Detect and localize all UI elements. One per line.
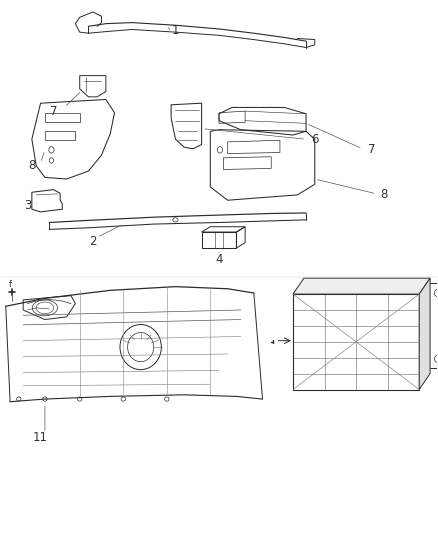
Text: 1: 1 xyxy=(172,24,179,37)
Text: 7: 7 xyxy=(50,104,57,118)
Text: 11: 11 xyxy=(33,431,48,444)
Text: f: f xyxy=(9,280,11,289)
Text: 8: 8 xyxy=(28,159,35,172)
Polygon shape xyxy=(293,278,430,294)
Polygon shape xyxy=(419,278,430,390)
Text: 8: 8 xyxy=(381,189,388,201)
Text: 7: 7 xyxy=(367,143,375,156)
Text: 2: 2 xyxy=(89,235,96,247)
Text: 6: 6 xyxy=(311,133,318,146)
Text: 3: 3 xyxy=(24,199,31,212)
Text: 4: 4 xyxy=(215,253,223,266)
